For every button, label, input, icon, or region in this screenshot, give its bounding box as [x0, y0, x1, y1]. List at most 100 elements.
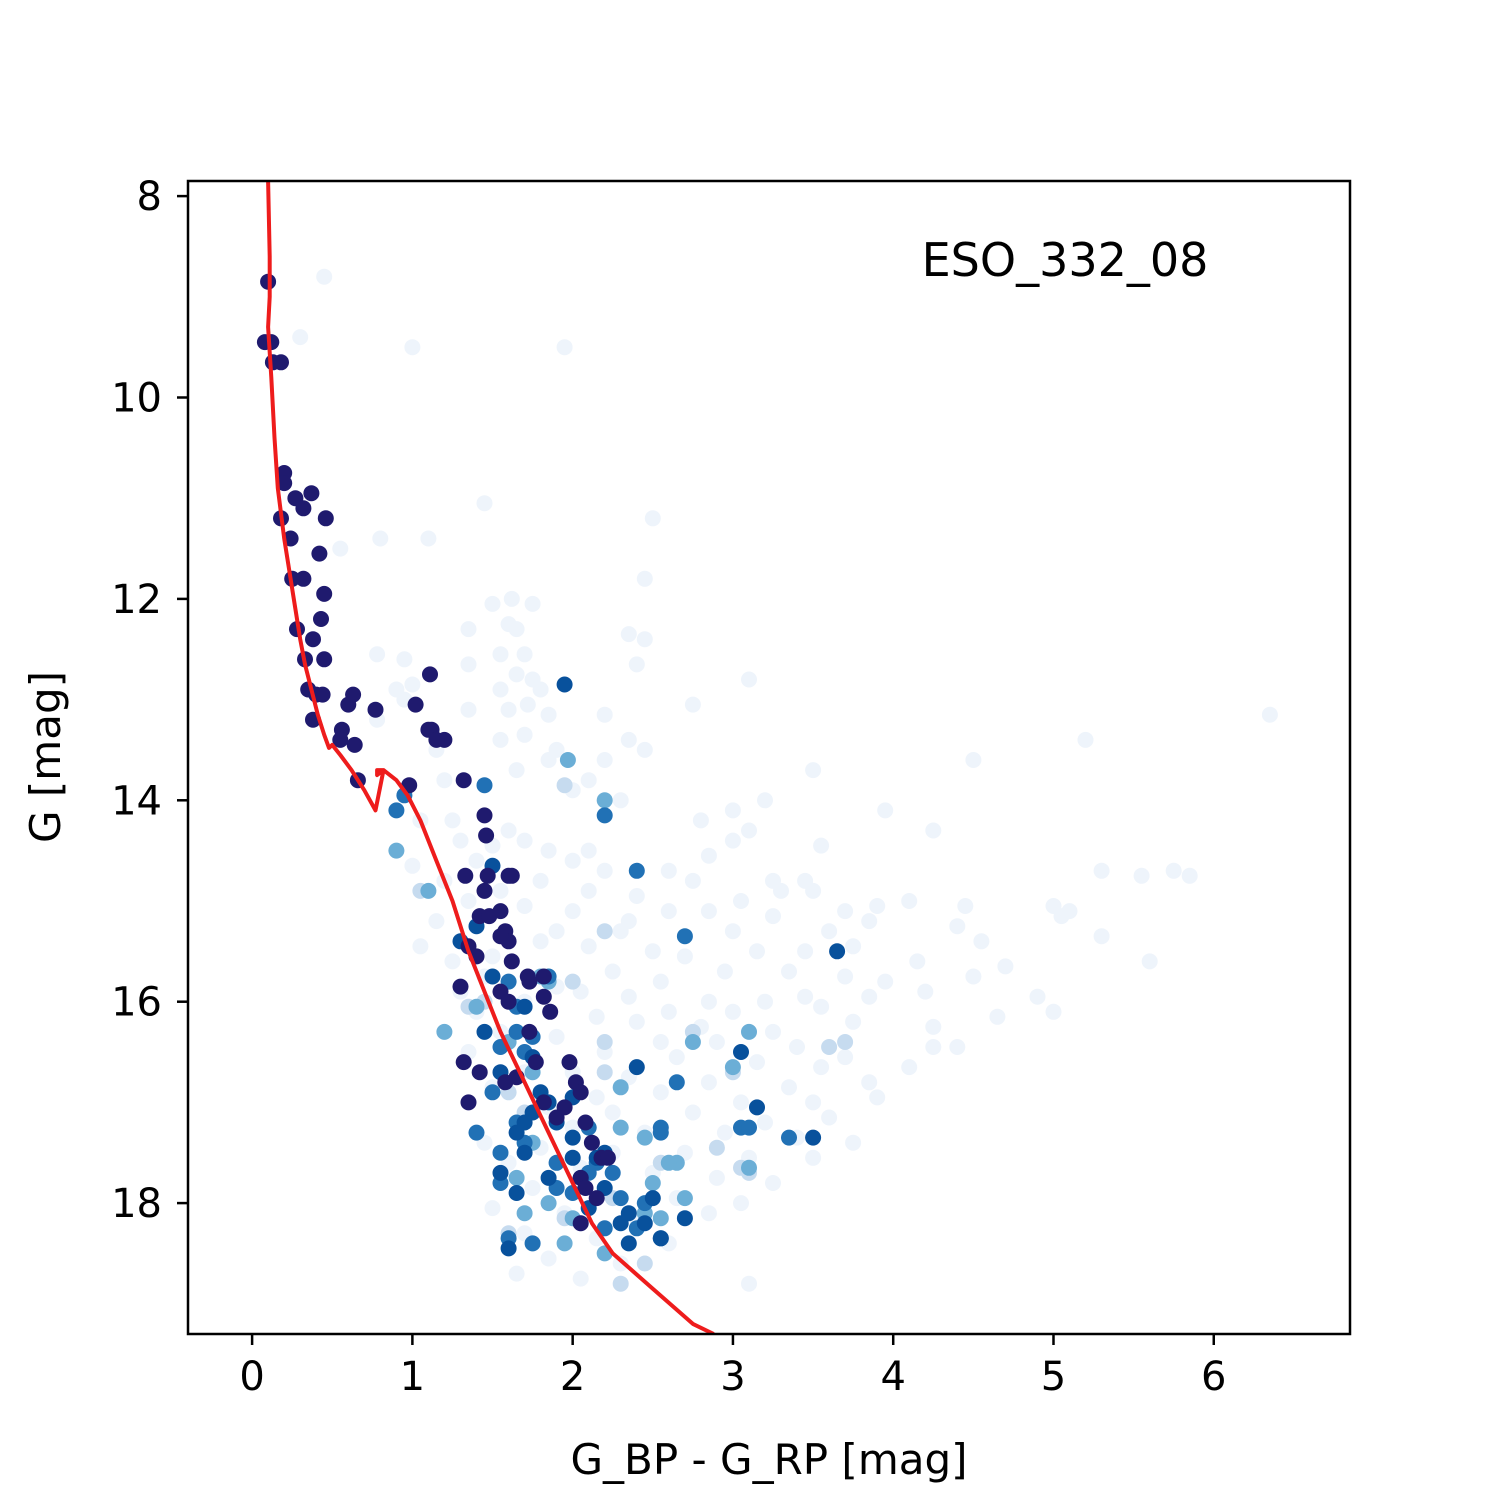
data-point	[524, 1180, 541, 1196]
data-point	[580, 938, 597, 955]
data-point	[535, 988, 552, 1005]
data-point	[476, 882, 493, 899]
data-point	[508, 762, 525, 779]
data-point	[404, 339, 421, 356]
data-point	[765, 1023, 781, 1040]
data-point	[316, 268, 333, 285]
data-point	[596, 752, 613, 768]
isochrone-layer	[266, 181, 715, 1334]
data-point	[311, 545, 328, 562]
data-point	[468, 1124, 485, 1141]
data-point	[484, 968, 501, 985]
data-point	[700, 1205, 717, 1222]
data-point	[660, 903, 677, 920]
data-point	[741, 1275, 757, 1292]
data-point	[372, 530, 389, 547]
data-point	[612, 1215, 629, 1232]
data-point	[628, 862, 645, 879]
data-point	[588, 1008, 605, 1025]
data-point	[548, 923, 565, 940]
data-point	[508, 1023, 525, 1040]
data-point	[492, 731, 509, 748]
data-point	[476, 495, 493, 512]
data-point	[773, 882, 789, 899]
data-point	[612, 923, 629, 940]
data-point	[861, 913, 878, 930]
data-point	[652, 1119, 669, 1136]
data-point	[577, 1114, 594, 1131]
data-point	[837, 968, 854, 985]
data-point	[789, 1039, 805, 1055]
data-point	[668, 1074, 685, 1091]
data-point	[596, 862, 613, 879]
data-point	[684, 1104, 701, 1121]
data-point	[500, 1240, 517, 1257]
data-point	[500, 701, 517, 718]
data-point	[644, 943, 661, 960]
data-point	[420, 530, 437, 547]
data-point	[636, 1215, 653, 1232]
data-point	[724, 923, 741, 940]
data-point	[909, 953, 926, 970]
data-point	[577, 1180, 594, 1196]
data-point	[965, 968, 982, 985]
data-point	[612, 1079, 629, 1096]
data-point	[519, 696, 536, 713]
data-point	[422, 666, 438, 683]
data-point	[813, 998, 830, 1015]
data-point	[468, 852, 485, 869]
data-point	[596, 1064, 613, 1081]
data-point	[716, 963, 733, 980]
data-point	[508, 1169, 525, 1186]
data-point	[532, 933, 549, 950]
data-point	[805, 1149, 822, 1166]
data-point	[572, 1084, 589, 1101]
data-point	[540, 1195, 557, 1212]
data-point	[460, 656, 477, 673]
data-point	[492, 928, 509, 945]
data-point	[813, 837, 830, 854]
data-point	[599, 1149, 616, 1166]
data-point	[741, 1023, 757, 1040]
data-point	[676, 948, 693, 965]
data-point	[668, 1049, 685, 1066]
data-point	[716, 1124, 733, 1141]
data-point	[484, 948, 501, 965]
data-point	[676, 1190, 693, 1207]
data-point	[845, 1013, 862, 1030]
data-point	[949, 918, 966, 935]
data-point	[901, 1059, 918, 1076]
data-point	[500, 993, 517, 1010]
data-point	[821, 1039, 838, 1055]
data-point	[492, 882, 509, 899]
data-point	[596, 1034, 613, 1050]
data-point	[612, 1275, 629, 1292]
data-point	[460, 893, 477, 909]
data-point	[317, 510, 334, 527]
data-point	[869, 1089, 886, 1106]
data-point	[636, 631, 653, 648]
data-point	[636, 1129, 653, 1146]
data-point	[580, 842, 597, 859]
data-point	[420, 882, 437, 899]
data-point	[604, 1164, 621, 1181]
data-point	[620, 988, 637, 1005]
data-point	[700, 903, 717, 920]
data-point	[516, 998, 533, 1015]
data-point	[508, 1185, 525, 1201]
data-point	[564, 903, 581, 920]
data-point	[436, 1023, 453, 1040]
data-point	[332, 731, 349, 748]
data-point	[556, 339, 573, 356]
data-point	[700, 1074, 717, 1091]
data-point	[652, 973, 669, 990]
data-point	[1053, 908, 1070, 925]
data-point	[660, 862, 677, 879]
x-axis: 0 1 2 3 4 5 6	[239, 1334, 1226, 1400]
data-point	[724, 1059, 741, 1076]
data-point	[478, 827, 495, 844]
data-point	[524, 595, 541, 612]
data-point	[845, 938, 862, 955]
data-point	[484, 1200, 501, 1217]
data-point	[741, 671, 757, 688]
